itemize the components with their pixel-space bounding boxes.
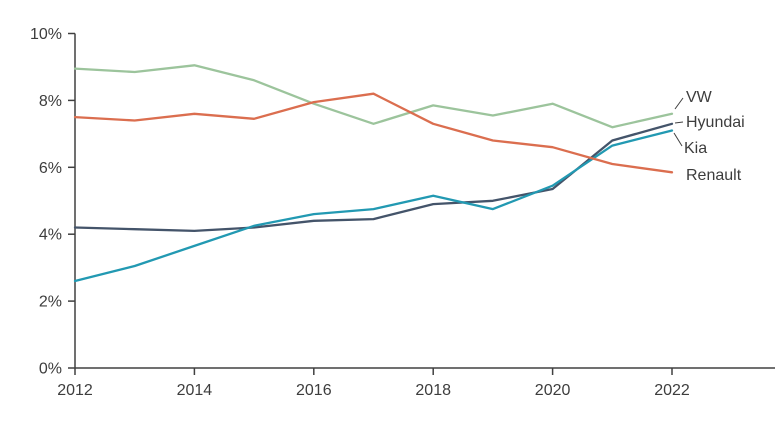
vw-leader-line xyxy=(674,97,684,110)
y-axis-tick-label: 8% xyxy=(39,93,62,110)
hyundai-leader-line xyxy=(674,121,684,124)
series-label-kia: Kia xyxy=(684,140,708,157)
y-axis-tick-label: 0% xyxy=(39,361,62,378)
x-axis-tick-label: 2012 xyxy=(57,382,93,399)
y-axis-tick-label: 10% xyxy=(30,26,62,43)
series-label-vw: VW xyxy=(686,89,712,106)
series-line-renault xyxy=(73,92,674,174)
series-label-renault: Renault xyxy=(686,167,742,184)
y-axis-tick-label: 6% xyxy=(39,160,62,177)
x-axis-tick-label: 2022 xyxy=(654,382,690,399)
y-axis-tick-label: 4% xyxy=(39,227,62,244)
series-line-kia xyxy=(73,129,674,283)
y-axis-tick-label: 2% xyxy=(39,294,62,311)
x-axis-tick-label: 2014 xyxy=(177,382,213,399)
series-layer xyxy=(73,64,674,283)
label-leader-lines xyxy=(673,97,684,147)
x-axis-tick-label: 2020 xyxy=(535,382,571,399)
axes-layer: 0% 2% 4% 6% 8% 10% 2012 2014 2016 2018 2020 2022 xyxy=(30,26,775,399)
series-label-hyundai: Hyundai xyxy=(686,114,745,131)
kia-leader-line xyxy=(673,132,683,147)
x-axis-tick-label: 2018 xyxy=(415,382,451,399)
series-line-hyundai xyxy=(73,122,674,233)
series-line-vw xyxy=(73,64,674,129)
x-axis-tick-label: 2016 xyxy=(296,382,332,399)
